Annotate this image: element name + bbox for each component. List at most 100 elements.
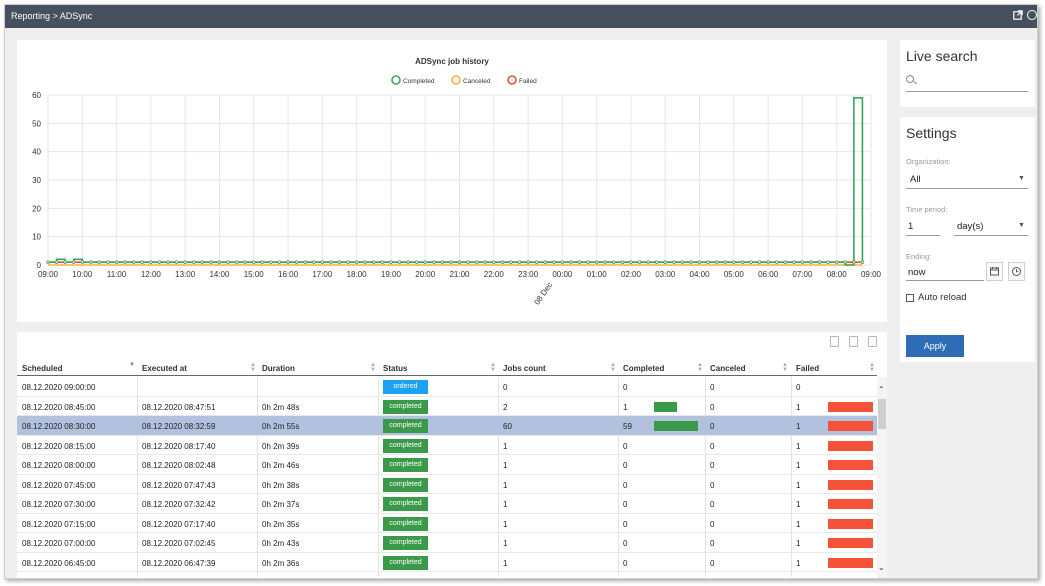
chart-title: ADSync job history (415, 57, 489, 66)
series-point (457, 260, 462, 264)
sort-desc-icon[interactable]: ▼ (129, 362, 135, 368)
sort-icon[interactable]: ▲ ▼ (250, 362, 256, 373)
x-tick-label: 02:00 (621, 270, 642, 279)
table-row[interactable]: 08.12.2020 07:45:00 08.12.2020 07:47:43 0h… (17, 475, 877, 494)
series-point (217, 260, 222, 264)
table-row[interactable]: 08.12.2020 07:15:00 08.12.2020 07:17:40 0h… (17, 514, 877, 533)
clock-icon[interactable] (1008, 262, 1025, 281)
chevron-down-icon[interactable]: ▼ (1018, 175, 1025, 182)
col-divider (137, 377, 138, 577)
scrollbar-thumb[interactable] (878, 399, 886, 429)
series-point (320, 260, 325, 264)
chevron-down-icon[interactable]: ▼ (1018, 222, 1025, 229)
sort-icon[interactable]: ▲ ▼ (782, 362, 788, 373)
excel-icon[interactable] (849, 336, 858, 347)
col-canceled[interactable]: Canceled (710, 364, 746, 373)
ending-input[interactable]: now (908, 267, 926, 278)
cell-jobs-count: 0 (503, 383, 508, 392)
table-row[interactable]: 08.12.2020 08:30:00 08.12.2020 08:32:59 0h… (17, 416, 877, 436)
sort-icon[interactable]: ▲ ▼ (370, 362, 376, 373)
cell-failed: 1 (796, 500, 801, 509)
cell-executed-at: 08.12.2020 07:02:45 (142, 539, 216, 548)
col-scheduled[interactable]: Scheduled (22, 364, 63, 373)
sort-icon[interactable]: ▲ ▼ (490, 362, 496, 373)
series-point (620, 260, 625, 264)
status-badge: completed (383, 419, 428, 433)
table-row[interactable]: 08.12.2020 07:30:00 08.12.2020 07:32:42 0h… (17, 494, 877, 514)
external-link-icon[interactable] (1013, 10, 1023, 20)
x-tick-label: 09:00 (861, 270, 882, 279)
series-point (243, 260, 247, 264)
table-row[interactable]: 08.12.2020 09:00:00 ordered 0 0 0 0 (17, 377, 877, 397)
table-scrollbar[interactable]: ⌃ ⌄ (877, 377, 887, 578)
table-row[interactable]: 08.12.2020 07:00:00 08.12.2020 07:02:45 0h… (17, 533, 877, 553)
cell-failed: 1 (796, 402, 801, 412)
settings-title: Settings (906, 125, 957, 141)
series-point (363, 260, 367, 264)
pdf-icon[interactable] (868, 336, 877, 347)
table-toolbar (830, 336, 877, 350)
series-point (637, 260, 642, 264)
failed-bar (828, 538, 873, 548)
cell-jobs-count: 1 (503, 441, 508, 451)
cell-duration: 0h 2m 55s (262, 422, 300, 431)
cell-executed-at: 08.12.2020 08:02:48 (142, 461, 216, 470)
sort-icon[interactable]: ▲ ▼ (610, 362, 616, 373)
series-point (63, 260, 67, 264)
series-point (654, 260, 659, 264)
chevron-up-icon[interactable]: ⌃ (878, 385, 885, 394)
cell-jobs-count: 1 (503, 539, 508, 548)
cell-scheduled: 08.12.2020 07:15:00 (22, 519, 96, 529)
time-period-input[interactable]: 1 (908, 221, 914, 232)
x-tick-label: 06:00 (758, 270, 779, 279)
status-badge: completed (383, 516, 428, 531)
calendar-icon[interactable] (986, 262, 1003, 281)
series-point (329, 260, 333, 264)
cell-completed: 0 (623, 461, 628, 470)
series-point (423, 260, 427, 264)
sort-icon[interactable]: ▲ ▼ (697, 362, 703, 373)
chevron-down-icon[interactable]: ⌄ (878, 563, 885, 572)
series-point (72, 260, 76, 264)
table-row[interactable]: 08.12.2020 08:15:00 08.12.2020 08:17:40 0h… (17, 436, 877, 455)
series-point (389, 260, 393, 264)
cell-failed: 1 (796, 480, 801, 490)
series-point (594, 260, 599, 264)
series-point (97, 260, 102, 264)
col-completed[interactable]: Completed (623, 364, 665, 373)
col-duration[interactable]: Duration (262, 364, 295, 373)
time-period-unit-select[interactable]: day(s) (957, 221, 984, 232)
x-tick-label: 01:00 (587, 270, 608, 279)
search-input[interactable] (906, 91, 1028, 92)
col-status[interactable]: Status (383, 364, 408, 373)
organization-select[interactable]: All (910, 174, 921, 185)
copy-icon[interactable] (830, 336, 839, 347)
table-row[interactable]: 08.12.2020 08:45:00 08.12.2020 08:47:51 0h… (17, 397, 877, 416)
status-badge: ordered (383, 380, 428, 394)
auto-reload-label[interactable]: Auto reload (918, 292, 967, 303)
top-bar: Reporting > ADSync (5, 5, 1037, 28)
series-point (792, 260, 796, 264)
table-row[interactable]: 08.12.2020 06:45:00 08.12.2020 06:47:39 0h… (17, 553, 877, 572)
sort-icon[interactable]: ▲ ▼ (869, 362, 875, 373)
auto-reload-checkbox[interactable] (906, 294, 914, 302)
cell-scheduled: 08.12.2020 07:30:00 (22, 500, 96, 509)
cell-scheduled: 08.12.2020 08:00:00 (22, 461, 96, 470)
col-divider (257, 377, 258, 577)
col-jobs-count[interactable]: Jobs count (503, 364, 546, 373)
apply-button[interactable]: Apply (906, 335, 964, 357)
col-divider (705, 377, 706, 577)
cell-canceled: 0 (710, 422, 715, 431)
cell-completed: 0 (623, 558, 628, 568)
table-body: 08.12.2020 09:00:00 ordered 0 0 0 0 08.12.2020… (17, 377, 877, 572)
cell-failed: 0 (796, 383, 801, 392)
cell-duration: 0h 2m 38s (262, 480, 300, 490)
col-executed-at[interactable]: Executed at (142, 364, 187, 373)
breadcrumb[interactable]: Reporting > ADSync (11, 11, 93, 21)
col-failed[interactable]: Failed (796, 364, 820, 373)
global-search-icon[interactable] (1027, 10, 1037, 20)
cell-duration: 0h 2m 43s (262, 539, 300, 548)
table-row[interactable]: 08.12.2020 08:00:00 08.12.2020 08:02:48 0h… (17, 455, 877, 475)
series-point (252, 260, 256, 264)
live-search-card: Live search (900, 40, 1035, 107)
